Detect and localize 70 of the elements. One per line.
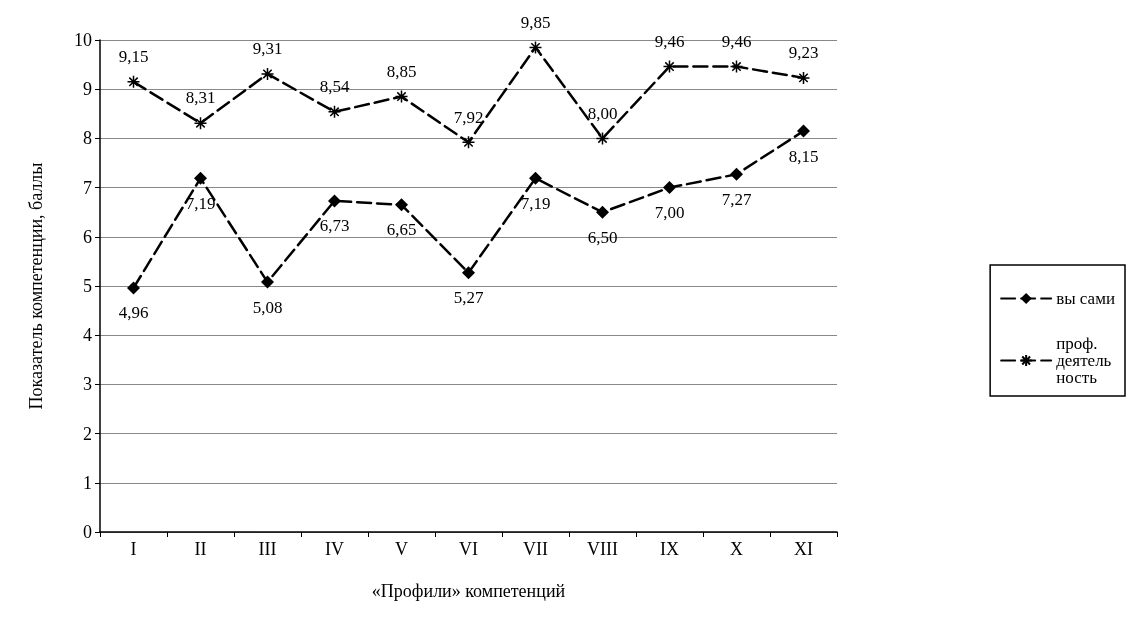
x-tick-label: V [395,539,408,559]
point [193,116,208,130]
y-tick-label: 6 [83,226,92,247]
data-label: 7,19 [520,193,551,213]
x-tick-label: VII [523,539,548,559]
y-tick-label: 4 [83,325,92,346]
point [729,59,744,74]
x-tick-label: II [194,539,207,559]
data-label: 6,50 [587,227,618,247]
x-tick-label: VIII [587,539,618,559]
data-label: 7,00 [654,203,685,223]
y-tick-label: 3 [83,374,92,395]
data-label: 7,19 [185,193,216,213]
point [596,205,609,219]
point [260,67,275,81]
legend-label: вы сами [1056,289,1116,308]
x-tick-label: III [258,539,277,559]
y-tick-label: 2 [83,423,92,444]
data-label: 9,46 [721,31,752,51]
point [261,275,274,289]
data-label: 5,08 [252,297,283,317]
point [595,131,610,146]
y-tick-label: 10 [74,30,92,50]
data-label: 4,96 [118,303,149,323]
y-axis-title: Показатель компетенции, баллы [26,162,46,410]
point [328,194,341,208]
x-tick-label: XI [794,539,813,559]
point [327,105,342,119]
data-label: 9,85 [520,12,551,32]
point [796,71,811,85]
data-label: 5,27 [453,288,484,308]
point [394,89,409,104]
point [529,171,542,185]
point [797,124,810,138]
data-label: 9,23 [788,43,819,63]
point [395,198,408,212]
y-tick-label: 0 [83,522,92,542]
x-tick-label: X [730,539,743,559]
x-tick-label: IV [325,539,344,559]
data-label: 8,15 [788,146,819,166]
y-tick-label: 1 [83,472,92,493]
data-label: 9,31 [252,39,283,59]
data-label: 6,65 [386,220,417,240]
y-tick-label: 8 [83,128,92,149]
y-tick-label: 9 [83,79,92,100]
data-label: 9,15 [118,47,149,67]
point [662,59,677,74]
data-label: 8,54 [319,77,350,97]
data-label: 7,92 [453,107,484,127]
point [127,281,140,295]
data-label: 7,27 [721,189,752,209]
x-axis-title: «Профили» компетенций [371,581,566,601]
point [528,40,543,55]
point [461,135,476,150]
point [462,266,475,280]
point [126,75,141,89]
point [730,167,743,181]
x-tick-label: IX [660,539,679,559]
data-label: 8,85 [386,61,417,81]
point [663,181,676,195]
point [194,171,207,185]
x-tick-label: VI [459,539,478,559]
legend-label: проф. деятельность [1056,334,1112,387]
data-label: 9,46 [654,31,685,51]
y-tick-label: 5 [83,276,92,296]
data-label: 8,31 [185,88,216,108]
data-label: 6,73 [319,216,350,236]
y-tick-label: 7 [83,177,92,198]
x-tick-label: I [130,539,137,559]
data-label: 8,00 [587,103,618,123]
